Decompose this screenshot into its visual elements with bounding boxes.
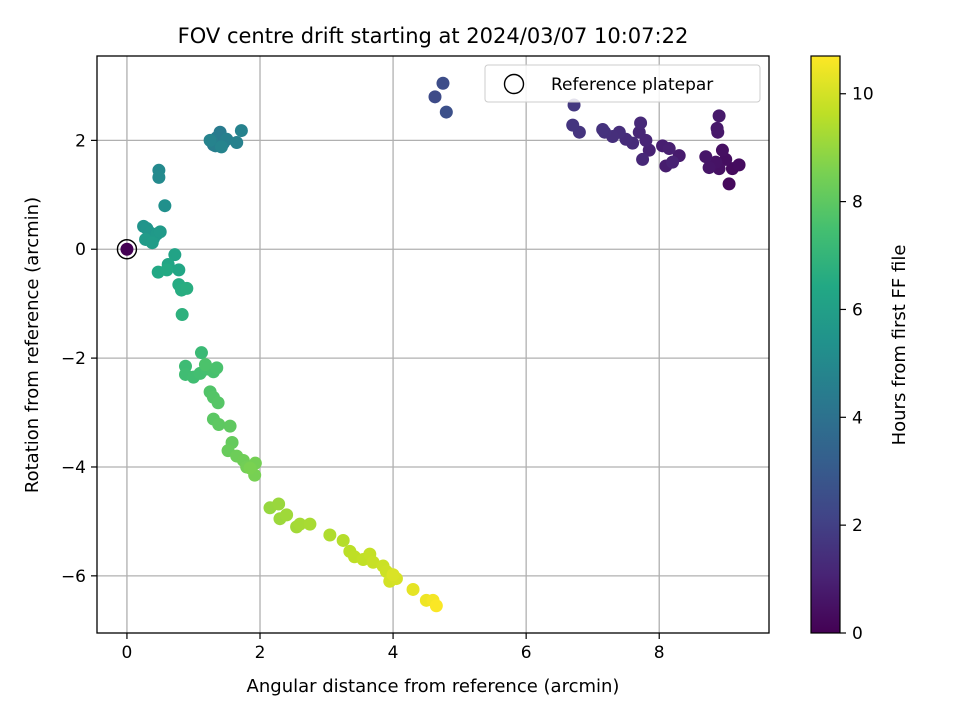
legend-marker: [503, 73, 525, 95]
data-point: [634, 116, 648, 130]
data-point: [715, 143, 729, 157]
data-point: [566, 118, 580, 132]
data-point: [214, 140, 228, 154]
data-point: [428, 90, 442, 104]
data-point: [168, 248, 182, 262]
data-point: [429, 599, 443, 613]
data-point: [436, 76, 450, 90]
y-tick-label: −2: [61, 349, 86, 369]
data-point: [211, 396, 225, 410]
colorbar-tick-label: 10: [852, 85, 874, 105]
data-point: [366, 555, 380, 569]
data-point: [662, 142, 676, 156]
data-point: [406, 582, 420, 596]
data-point: [198, 358, 212, 372]
data-point: [732, 158, 746, 172]
x-tick-label: 6: [521, 643, 532, 663]
chart-title: FOV centre drift starting at 2024/03/07 …: [178, 24, 689, 48]
data-point: [699, 150, 713, 164]
data-point: [175, 308, 189, 322]
data-point: [642, 143, 656, 157]
colorbar: 0 2 4 6 8 10 Hours from first FF file: [810, 55, 910, 644]
data-point: [710, 121, 724, 135]
data-point: [210, 361, 224, 375]
colorbar-tick-label: 0: [852, 624, 863, 644]
reference-marker: [116, 239, 138, 260]
legend-box: [484, 64, 761, 103]
colorbar-tick-label: 8: [852, 193, 863, 213]
y-axis-ticks: −6 −4 −2 0 2: [61, 131, 97, 587]
y-axis-label: Rotation from reference (arcmin): [22, 197, 43, 493]
data-point: [272, 497, 286, 511]
y-tick-label: 2: [75, 131, 86, 151]
y-tick-label: −4: [61, 458, 86, 478]
data-point: [152, 170, 166, 184]
data-point: [293, 517, 307, 531]
data-point: [234, 124, 248, 138]
data-point: [722, 177, 736, 191]
data-point: [203, 133, 217, 147]
data-point: [223, 419, 237, 433]
reference-platepar-marker: [116, 239, 138, 260]
data-point: [439, 105, 453, 119]
data-point: [303, 517, 317, 531]
x-tick-label: 8: [654, 643, 665, 663]
data-point: [386, 568, 400, 582]
x-tick-label: 4: [388, 643, 399, 663]
data-point: [323, 528, 337, 542]
colorbar-ticks: 0 2 4 6 8 10: [840, 85, 874, 644]
colorbar-tick-label: 6: [852, 300, 863, 320]
legend: Reference platepar: [484, 64, 761, 103]
data-point: [160, 263, 174, 277]
plot-frame: [96, 55, 770, 634]
data-point: [702, 161, 716, 175]
data-point: [230, 136, 244, 150]
data-point: [153, 225, 167, 239]
data-point: [280, 508, 294, 522]
colorbar-tick-label: 4: [852, 408, 863, 428]
data-point: [194, 346, 208, 360]
data-point: [712, 109, 726, 123]
x-tick-label: 0: [122, 643, 133, 663]
data-point: [158, 199, 172, 213]
colorbar-label: Hours from first FF file: [889, 245, 910, 446]
data-point: [243, 461, 257, 475]
data-point: [120, 242, 134, 256]
y-tick-label: −6: [61, 567, 86, 587]
data-point: [636, 152, 650, 166]
colorbar-gradient: [810, 55, 841, 634]
x-axis-ticks: 0 2 4 6 8: [122, 633, 665, 663]
legend-label: Reference platepar: [551, 75, 713, 95]
data-point: [666, 155, 680, 169]
data-point: [180, 281, 194, 295]
data-point: [145, 236, 159, 250]
data-point: [212, 418, 226, 432]
y-tick-label: 0: [75, 240, 86, 260]
data-point: [172, 263, 186, 277]
colorbar-tick-label: 2: [852, 516, 863, 536]
x-tick-label: 2: [255, 643, 266, 663]
data-point: [596, 122, 610, 136]
grid-lines: [97, 56, 769, 633]
x-axis-label: Angular distance from reference (arcmin): [247, 676, 620, 697]
data-points: [120, 76, 746, 613]
data-point: [336, 533, 350, 547]
